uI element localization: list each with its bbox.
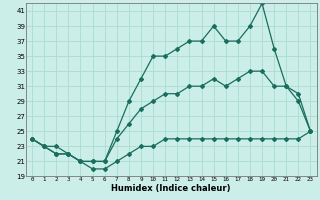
X-axis label: Humidex (Indice chaleur): Humidex (Indice chaleur) (111, 184, 231, 193)
